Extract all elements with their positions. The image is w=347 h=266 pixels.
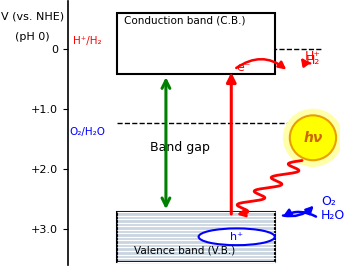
Bar: [117, 212, 275, 262]
Text: H₂: H₂: [306, 53, 320, 66]
Text: V (vs. NHE): V (vs. NHE): [1, 11, 64, 21]
Text: H⁺/H₂: H⁺/H₂: [73, 36, 101, 46]
Text: Band gap: Band gap: [150, 142, 210, 155]
Ellipse shape: [283, 109, 343, 167]
Text: H₂O: H₂O: [321, 209, 345, 222]
Ellipse shape: [290, 115, 336, 160]
Text: hν: hν: [303, 131, 323, 145]
Circle shape: [198, 228, 275, 245]
Text: e⁻: e⁻: [237, 61, 251, 74]
Text: Valence band (V.B.): Valence band (V.B.): [134, 246, 236, 256]
Text: O₂: O₂: [321, 195, 336, 208]
Text: h⁺: h⁺: [230, 232, 243, 242]
Text: O₂/H₂O: O₂/H₂O: [69, 127, 105, 137]
Text: Conduction band (C.B.): Conduction band (C.B.): [124, 15, 246, 26]
Text: (pH 0): (pH 0): [15, 32, 50, 42]
Text: H⁺: H⁺: [305, 50, 321, 63]
Bar: [117, 13, 275, 74]
